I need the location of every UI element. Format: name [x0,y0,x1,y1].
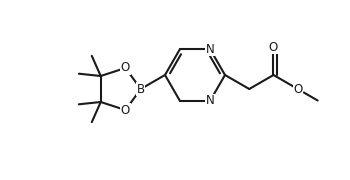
Text: N: N [205,94,214,107]
Text: O: O [121,103,130,116]
Text: B: B [137,82,145,96]
Text: O: O [269,40,278,53]
Text: N: N [205,42,214,55]
Text: O: O [293,82,302,96]
Text: O: O [121,61,130,75]
